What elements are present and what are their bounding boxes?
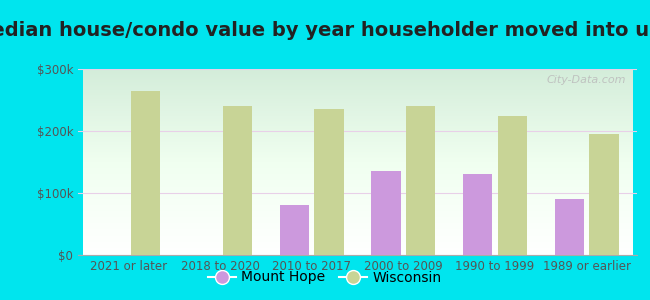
Bar [315, 109, 344, 255]
Bar [406, 106, 436, 255]
Bar [280, 206, 309, 255]
Bar [131, 91, 161, 255]
Bar [223, 106, 252, 255]
Bar [554, 199, 584, 255]
Text: Median house/condo value by year householder moved into unit: Median house/condo value by year househo… [0, 21, 650, 40]
Bar [590, 134, 619, 255]
Bar [371, 171, 400, 255]
Bar [463, 174, 492, 255]
Text: City-Data.com: City-Data.com [546, 75, 626, 85]
Bar [498, 116, 527, 255]
Legend: Mount Hope, Wisconsin: Mount Hope, Wisconsin [203, 265, 447, 290]
